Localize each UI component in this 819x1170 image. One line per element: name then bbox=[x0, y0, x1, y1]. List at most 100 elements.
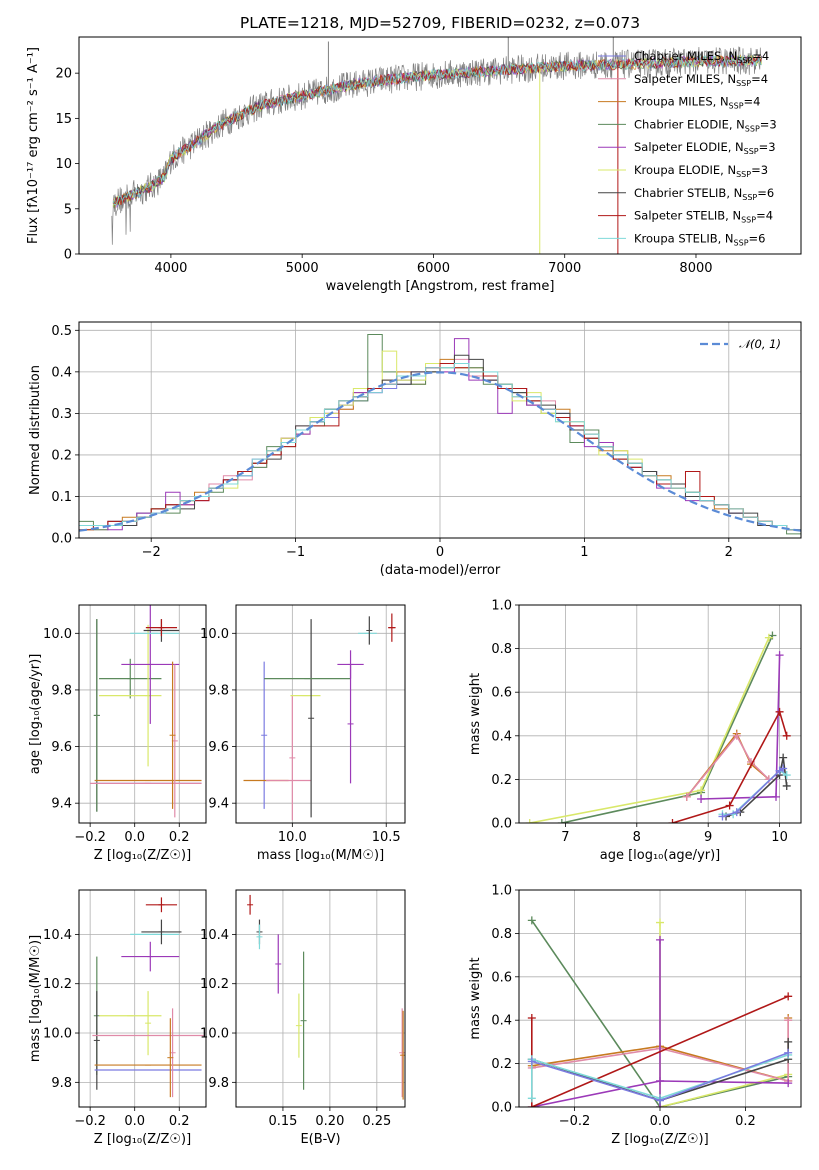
y-tick-label: 0.3 bbox=[51, 407, 72, 422]
axes-frame bbox=[518, 889, 802, 1108]
figure-title: PLATE=1218, MJD=52709, FIBERID=0232, z=0… bbox=[240, 14, 640, 32]
y-tick-label: 0.1 bbox=[51, 490, 72, 505]
y-axis-label: mass weight bbox=[468, 673, 483, 755]
weight-marker bbox=[697, 786, 706, 795]
error-point-8 bbox=[347, 664, 354, 784]
weight-marker bbox=[527, 1103, 536, 1107]
x-tick-label: 0.2 bbox=[169, 830, 190, 845]
weight-marker bbox=[784, 1037, 793, 1046]
x-tick-label: 10 bbox=[771, 830, 788, 845]
y-tick-label: 0.4 bbox=[491, 729, 512, 744]
y-tick-label: 15 bbox=[55, 112, 72, 127]
error-point-3 bbox=[145, 991, 152, 1056]
y-tick-label: 0.6 bbox=[491, 970, 512, 985]
y-tick-label: 0.2 bbox=[491, 773, 512, 788]
weight-marker bbox=[557, 819, 566, 823]
legend-label-2: Kroupa MILES, NSSP=4 bbox=[634, 95, 760, 111]
x-tick-label: 0.0 bbox=[124, 1114, 145, 1129]
x-tick-label: 8 bbox=[633, 830, 641, 845]
legend-label-7: Salpeter STELIB, NSSP=4 bbox=[634, 209, 773, 225]
y-tick-label: 0.5 bbox=[51, 324, 72, 339]
error-point-10 bbox=[366, 616, 373, 645]
error-point-13 bbox=[145, 619, 178, 637]
panel-metallicity_vs_mass_weight: −0.2 0.0 0.2 0.0 0.2 0.4 0.6 0.8 1.0 Z [log₁₀(Z/Z… bbox=[468, 884, 802, 1147]
y-tick-label: 9.8 bbox=[51, 683, 72, 698]
weight-series-2 bbox=[686, 732, 770, 798]
panel-metallicity_vs_age: −0.2 0.0 0.2 9.4 9.6 9.8 10.0 Z [log₁₀(Z/Z☉)] ag… bbox=[28, 604, 207, 863]
weight-marker bbox=[718, 812, 727, 821]
panel-mass_vs_age: 10.0 10.5 9.4 9.6 9.8 10.0 mass [log₁₀(M/M☉)] bbox=[200, 604, 406, 863]
plot-area bbox=[92, 897, 204, 1098]
plot-area bbox=[247, 894, 405, 1100]
legend-label-6: Chabrier STELIB, NSSP=6 bbox=[634, 186, 774, 202]
weight-marker bbox=[779, 764, 788, 773]
panel-ebv_vs_mass: 0.15 0.20 0.25 9.8 10.0 10.2 10.4 E(B-V) bbox=[200, 889, 406, 1147]
axes-frame bbox=[235, 889, 406, 1108]
error-point-5 bbox=[121, 605, 180, 724]
x-axis-label: E(B-V) bbox=[300, 1132, 340, 1147]
spectrum-model-line-7 bbox=[112, 55, 762, 205]
error-point-11 bbox=[388, 613, 396, 642]
y-axis-label: Flux [fλ10⁻¹⁷ erg cm⁻² s⁻¹ A⁻¹] bbox=[26, 47, 41, 244]
error-point-2 bbox=[93, 619, 100, 812]
weight-series-5 bbox=[672, 709, 788, 823]
plot-area bbox=[527, 916, 793, 1107]
legend-label-3: Chabrier ELODIE, NSSP=3 bbox=[634, 117, 777, 133]
weight-marker bbox=[784, 1048, 793, 1057]
plot-area bbox=[90, 605, 202, 818]
y-tick-label: 10.0 bbox=[200, 627, 229, 642]
weight-marker bbox=[732, 731, 741, 740]
normal-curve bbox=[79, 371, 801, 532]
axes-frame bbox=[78, 36, 802, 255]
panel-metallicity_vs_mass: −0.2 0.0 0.2 9.8 10.0 10.2 10.4 Z [log₁₀(Z/Z☉)]… bbox=[28, 889, 207, 1147]
weight-marker bbox=[775, 651, 784, 660]
weight-marker bbox=[784, 992, 793, 1001]
weight-marker bbox=[779, 753, 788, 762]
y-tick-label: 0.6 bbox=[491, 686, 512, 701]
axes-frame bbox=[78, 604, 207, 824]
x-axis-label: wavelength [Angstrom, rest frame] bbox=[326, 279, 555, 294]
weight-series-3 bbox=[686, 734, 770, 798]
panel-spectrum: 4000 5000 6000 7000 8000 0 5 10 15 20 wavelength [… bbox=[26, 36, 802, 294]
x-tick-label: −1 bbox=[286, 545, 305, 560]
y-tick-label: 10.0 bbox=[43, 1027, 72, 1042]
spectrum-data-line bbox=[111, 46, 762, 245]
weight-marker bbox=[772, 792, 781, 801]
y-tick-label: 20 bbox=[55, 67, 72, 82]
weight-marker bbox=[782, 731, 791, 740]
weight-marker bbox=[775, 707, 784, 716]
y-tick-label: 10.0 bbox=[43, 627, 72, 642]
error-point-4 bbox=[295, 993, 302, 1058]
y-axis-label: Normed distribution bbox=[28, 365, 43, 495]
x-tick-label: 2 bbox=[725, 545, 733, 560]
x-axis-label: (data-model)/error bbox=[380, 563, 501, 578]
y-tick-label: 10.4 bbox=[200, 928, 229, 943]
x-tick-label: −0.2 bbox=[74, 830, 106, 845]
error-point-0 bbox=[247, 894, 254, 915]
error-point-7 bbox=[400, 1010, 405, 1100]
y-tick-label: 0.8 bbox=[491, 642, 512, 657]
weight-marker bbox=[525, 819, 534, 823]
weight-series-8 bbox=[722, 767, 784, 818]
y-tick-label: 10 bbox=[55, 157, 72, 172]
x-tick-label: 5000 bbox=[286, 261, 319, 276]
y-tick-label: 10.2 bbox=[43, 977, 72, 992]
x-axis-label: Z [log₁₀(Z/Z☉)] bbox=[94, 848, 191, 863]
panel-age_vs_mass_weight: 7 8 9 10 0.0 0.2 0.4 0.6 0.8 1.0 age [log₁₀(age/yr… bbox=[468, 599, 802, 863]
y-tick-label: 0.4 bbox=[51, 365, 72, 380]
y-tick-label: 9.4 bbox=[208, 797, 229, 812]
error-point-11 bbox=[141, 919, 182, 945]
x-axis-label: Z [log₁₀(Z/Z☉)] bbox=[611, 1132, 708, 1147]
weight-marker bbox=[527, 1094, 536, 1103]
x-tick-label: 8000 bbox=[679, 261, 712, 276]
x-tick-label: 6000 bbox=[417, 261, 450, 276]
legend-label-0: Chabrier MILES, NSSP=4 bbox=[634, 49, 769, 65]
y-tick-label: 9.6 bbox=[51, 740, 72, 755]
y-tick-label: 9.8 bbox=[208, 683, 229, 698]
y-tick-label: 0 bbox=[64, 248, 72, 263]
plot-area bbox=[525, 631, 791, 823]
y-tick-label: 9.8 bbox=[208, 1076, 229, 1091]
spectrum-legend: Chabrier MILES, NSSP=4 Salpeter MILES, NS… bbox=[598, 49, 777, 247]
error-point-12 bbox=[145, 897, 178, 913]
